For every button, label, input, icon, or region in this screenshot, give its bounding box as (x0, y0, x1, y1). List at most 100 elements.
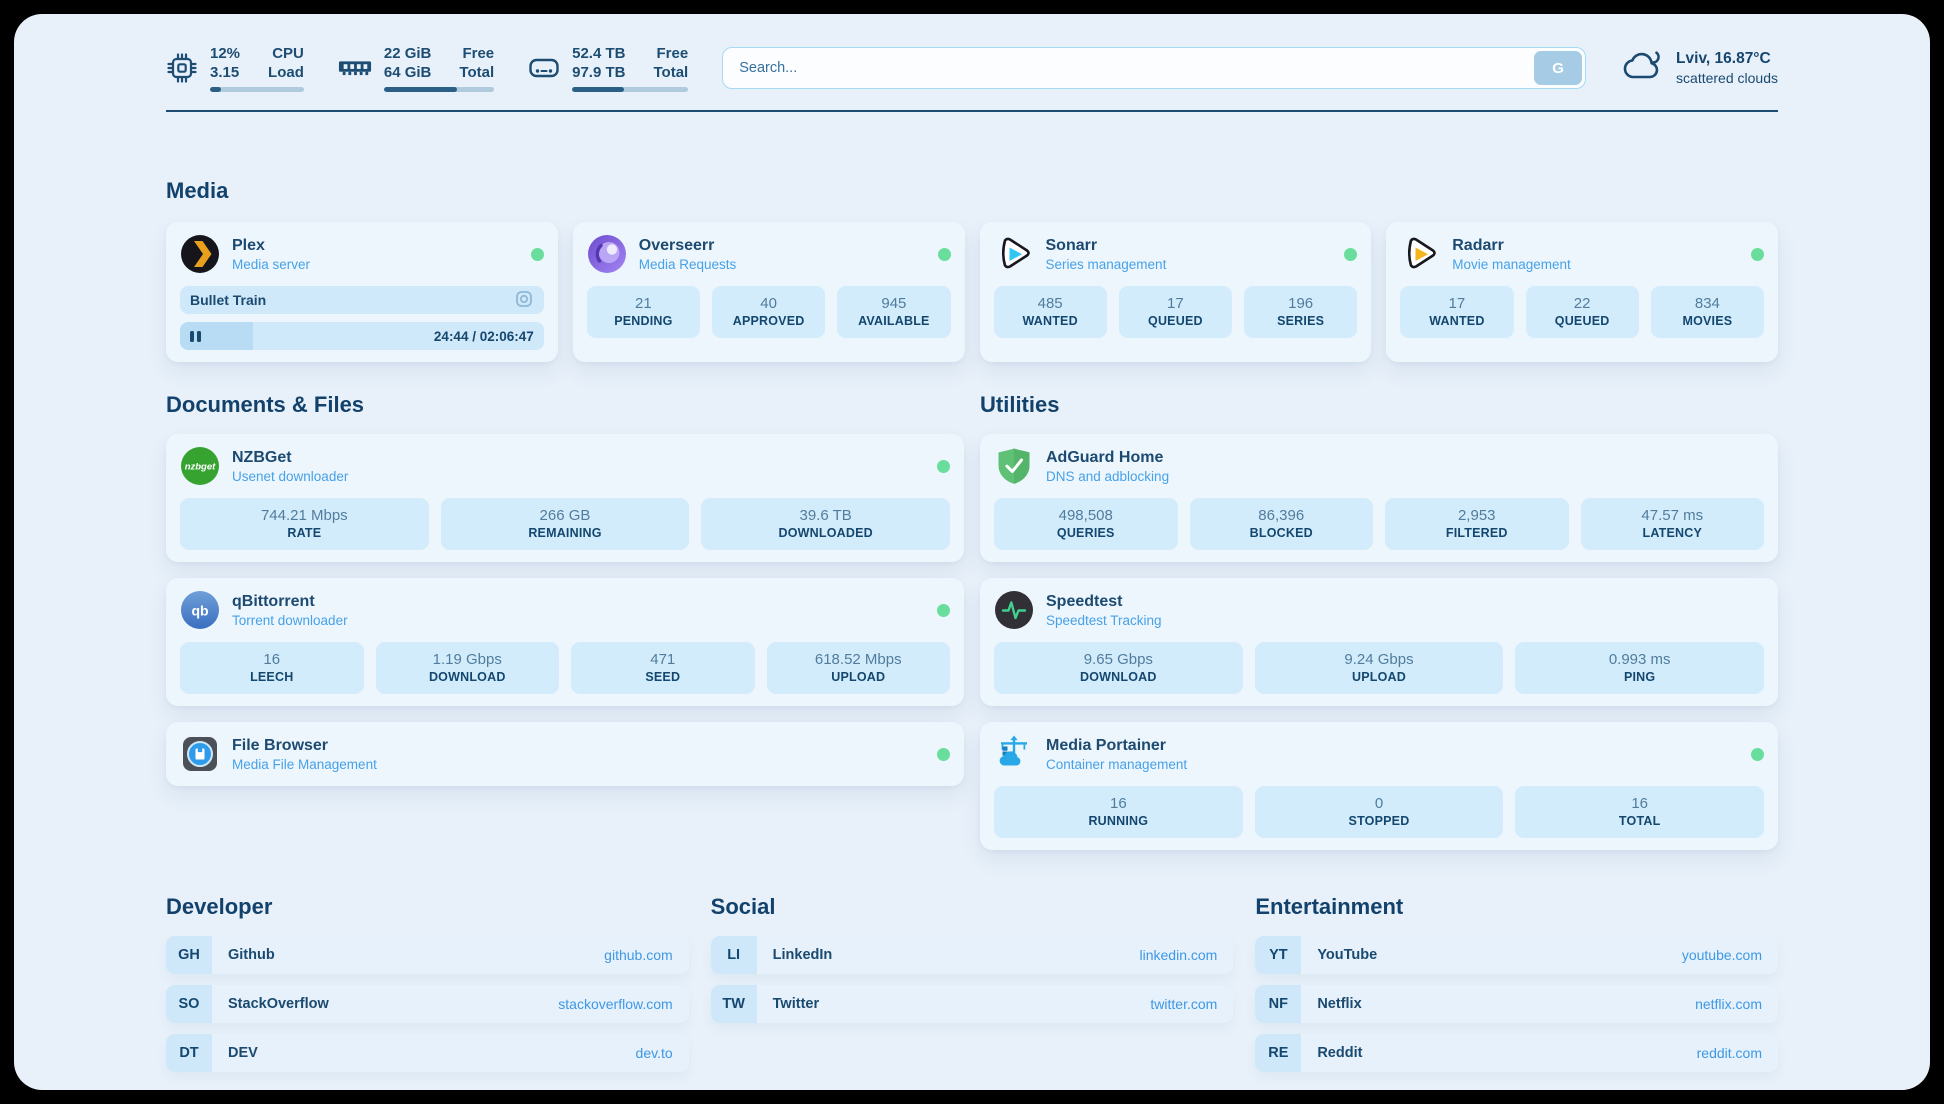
stat-value: 471 (650, 651, 676, 668)
app-name: File Browser (232, 736, 329, 754)
stat-pill: 16 RUNNING (994, 786, 1243, 838)
stat-value: 9.24 Gbps (1344, 651, 1414, 668)
developer-section-title: Developer (166, 894, 273, 919)
radarr-card[interactable]: Radarr Movie management 17 WANTED 22 QUEUE… (1386, 222, 1778, 362)
cloud-icon (1620, 49, 1664, 88)
ram-icon (338, 52, 372, 84)
stat-value: 744.21 Mbps (260, 507, 348, 524)
stat-value: 498,508 (1058, 507, 1113, 524)
link-twitter[interactable]: TW Twitter twitter.com (710, 985, 1234, 1023)
portainer-card[interactable]: Media Portainer Container management 16 R… (980, 722, 1778, 850)
plex-card[interactable]: Plex Media server Bullet Train (166, 222, 558, 362)
link-name: Netflix (1317, 996, 1362, 1012)
top-bar: 12% CPU 3.15 Load (166, 44, 1778, 92)
app-description: Container management (1046, 756, 1188, 772)
app-name: NZBGet (232, 448, 292, 466)
link-abbr-badge: LI (710, 936, 757, 974)
ram-progress-fill (383, 87, 457, 92)
stat-label: UPLOAD (1352, 670, 1406, 684)
cpu-progress-bar (210, 87, 304, 92)
media-section: Media Plex Media server (166, 178, 1778, 362)
system-stats: 12% CPU 3.15 Load (166, 44, 689, 92)
link-name: Github (228, 947, 275, 963)
stat-value: 834 (1694, 295, 1720, 312)
link-linkedin[interactable]: LI LinkedIn linkedin.com (710, 936, 1234, 974)
stat-label: RATE (287, 526, 322, 540)
cpu-progress-fill (210, 87, 222, 92)
link-abbr-badge: NF (1255, 985, 1302, 1023)
developer-section: Developer GH Github github.com SO StackO… (166, 894, 689, 1072)
disk-progress-bar (572, 87, 689, 92)
search-input[interactable] (723, 60, 1532, 76)
cpu-load-value: 3.15 (210, 64, 240, 81)
sonarr-card[interactable]: Sonarr Series management 485 WANTED 17 QUE… (979, 222, 1372, 362)
stat-pill: 0.993 ms PING (1515, 642, 1764, 694)
stat-pill: 17 WANTED (1400, 286, 1514, 338)
stat-value: 2,953 (1457, 507, 1496, 524)
documents-section: Documents & Files nzbget NZBGet Usenet d… (166, 392, 964, 850)
stat-label: QUEUED (1554, 314, 1610, 328)
qbittorrent-card[interactable]: qb qBittorrent Torrent downloader 16 LEEC… (166, 578, 964, 706)
stat-pill: 40 APPROVED (712, 286, 826, 338)
stat-label: UPLOAD (831, 670, 886, 684)
nzbget-card[interactable]: nzbget NZBGet Usenet downloader 744.21 M… (166, 434, 964, 562)
ram-progress-bar (383, 87, 495, 92)
speedtest-icon (994, 590, 1034, 630)
stat-pill: 744.21 Mbps RATE (180, 498, 429, 550)
link-url: stackoverflow.com (558, 996, 673, 1012)
disk-total-value: 97.9 TB (572, 64, 626, 81)
stat-pill: 945 AVAILABLE (837, 286, 951, 338)
stat-value: 196 (1288, 295, 1314, 312)
ram-label-2: Total (459, 64, 495, 81)
link-github[interactable]: GH Github github.com (166, 936, 689, 974)
link-name: DEV (228, 1045, 258, 1061)
overseerr-icon (587, 234, 627, 274)
disk-free-value: 52.4 TB (572, 45, 626, 62)
stat-label: REMAINING (528, 526, 602, 540)
adguard-card[interactable]: AdGuard Home DNS and adblocking 498,508 Q… (980, 434, 1778, 562)
stat-label: TOTAL (1618, 814, 1661, 828)
stat-label: MOVIES (1682, 314, 1733, 328)
filebrowser-card[interactable]: File Browser Media File Management (166, 722, 964, 786)
app-name: Speedtest (1046, 592, 1123, 610)
stat-value: 16 (1631, 795, 1648, 812)
app-description: Torrent downloader (232, 612, 348, 628)
nzbget-icon: nzbget (180, 446, 220, 486)
app-description: Media Requests (638, 256, 737, 272)
link-abbr-badge: SO (166, 985, 212, 1023)
link-stackoverflow[interactable]: SO StackOverflow stackoverflow.com (166, 985, 689, 1023)
stat-label: SERIES (1277, 314, 1325, 328)
stat-value: 21 (635, 295, 652, 312)
overseerr-card[interactable]: Overseerr Media Requests 21 PENDING 40 APP… (572, 222, 965, 362)
search-engine-button[interactable]: G (1534, 51, 1583, 85)
stat-label: BLOCKED (1249, 526, 1313, 540)
sonarr-icon (994, 234, 1034, 274)
app-description: Series management (1045, 256, 1167, 272)
stat-value: 0.993 ms (1608, 651, 1671, 668)
disk-label-2: Total (653, 64, 689, 81)
weather-condition: scattered clouds (1676, 70, 1778, 86)
cpu-stat: 12% CPU 3.15 Load (166, 44, 304, 92)
topbar-divider (166, 110, 1778, 112)
stat-pill: 16 LEECH (180, 642, 364, 694)
link-name: LinkedIn (772, 947, 833, 963)
svg-text:nzbget: nzbget (185, 462, 216, 473)
cpu-label-1: CPU (272, 45, 304, 62)
stat-pill: 266 GB REMAINING (440, 498, 690, 550)
link-dev[interactable]: DT DEV dev.to (166, 1034, 689, 1072)
link-url: github.com (604, 947, 673, 963)
weather-location-temp: Lviv, 16.87°C (1676, 50, 1771, 67)
status-online-dot (937, 247, 951, 261)
stat-value: 0 (1374, 795, 1384, 812)
app-description: Usenet downloader (232, 468, 349, 484)
stat-value: 17 (1167, 295, 1184, 312)
stat-value: 40 (760, 295, 777, 312)
radarr-icon (1400, 234, 1440, 274)
link-youtube[interactable]: YT YouTube youtube.com (1255, 936, 1778, 974)
stat-label: WANTED (1429, 314, 1485, 328)
link-reddit[interactable]: RE Reddit reddit.com (1255, 1034, 1778, 1072)
speedtest-card[interactable]: Speedtest Speedtest Tracking 9.65 Gbps DO… (980, 578, 1778, 706)
link-netflix[interactable]: NF Netflix netflix.com (1255, 985, 1778, 1023)
stat-label: QUEUED (1148, 314, 1203, 328)
stat-label: AVAILABLE (858, 314, 930, 328)
